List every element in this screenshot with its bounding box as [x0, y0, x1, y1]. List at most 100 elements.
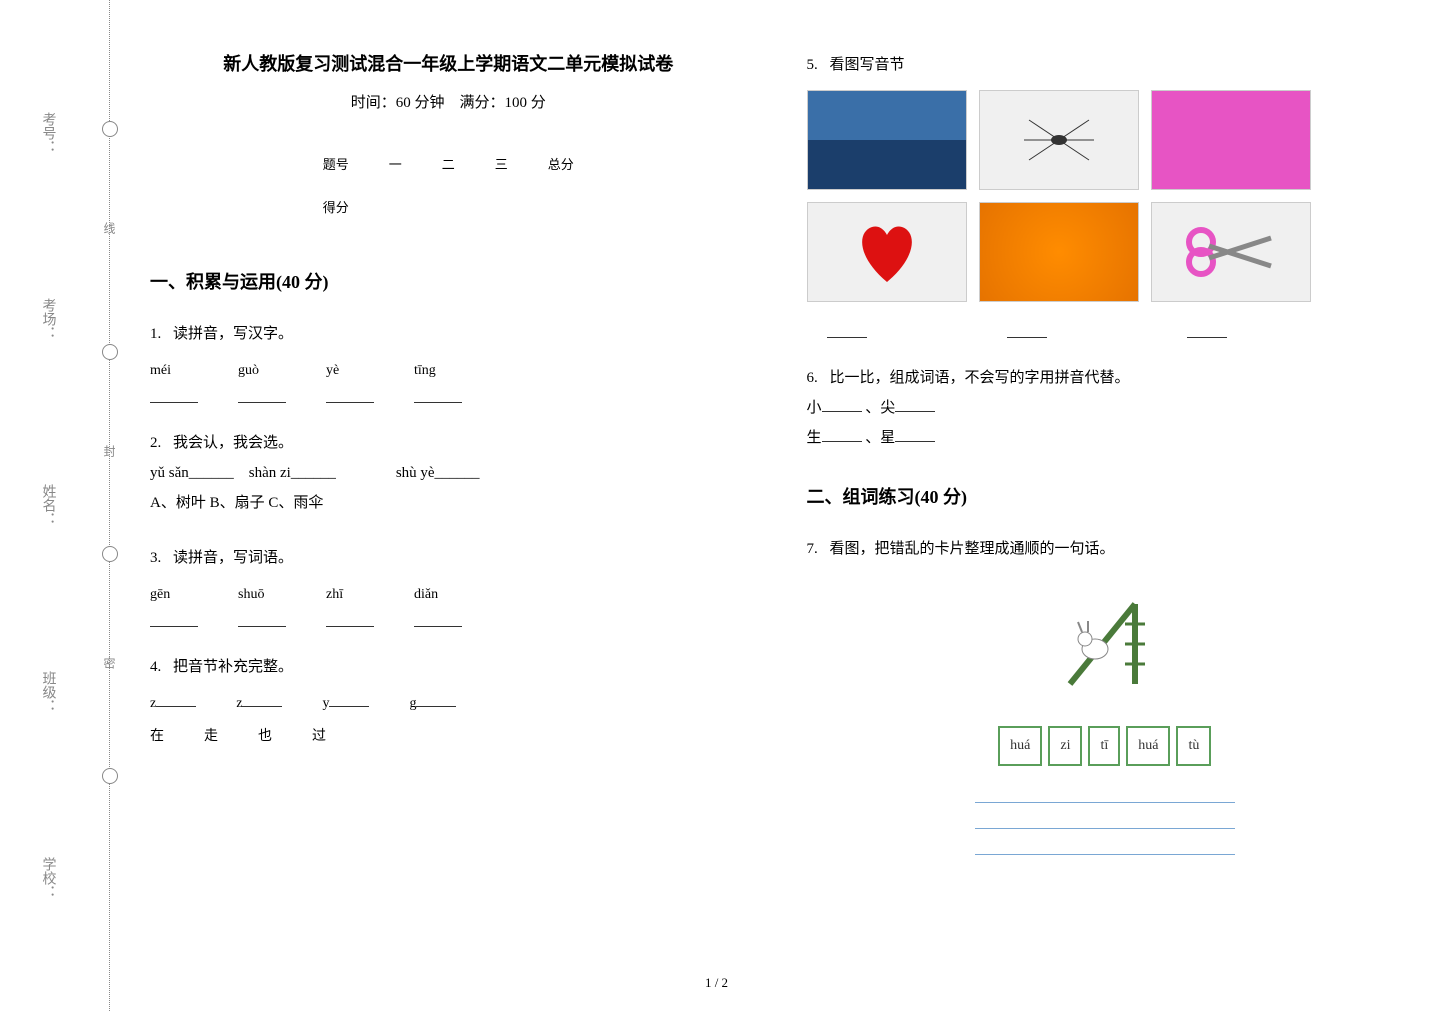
score-table: 题号 一 二 三 总分 得分: [303, 142, 594, 228]
char: 在: [150, 723, 164, 751]
char: 也: [258, 723, 272, 751]
sealing-char: 密: [101, 657, 118, 687]
dotted-line: [109, 0, 110, 1011]
q6-line2: 生 、星: [807, 423, 1404, 453]
answer-blank[interactable]: [414, 609, 462, 627]
content-area: 新人教版复习测试混合一年级上学期语文二单元模拟试卷 时间：60 分钟 满分：10…: [120, 0, 1433, 1011]
th-total: 总分: [528, 142, 594, 185]
answer-blank[interactable]: [895, 426, 935, 442]
pinyin: diǎn: [414, 581, 462, 609]
td-blank: [422, 185, 475, 228]
answer-blank[interactable]: [156, 691, 196, 707]
th-label: 题号: [303, 142, 369, 185]
answer-blank[interactable]: [895, 396, 935, 412]
answer-blank[interactable]: [238, 609, 286, 627]
char-row: 在 走 也 过: [150, 723, 747, 751]
q-text: 看图写音节: [830, 57, 905, 73]
pinyin-card: huá: [998, 726, 1042, 766]
binding-strip: 线 封 密 考号： 考场： 姓名： 班级： 学校：: [0, 0, 120, 1011]
binding-label-room: 考场：: [38, 298, 58, 340]
char: 小: [807, 400, 822, 416]
answer-blank[interactable]: [238, 385, 286, 403]
question-4: 4. 把音节补充完整。 z z y g 在 走 也 过: [150, 652, 747, 751]
scissors-image: [1151, 202, 1311, 302]
mosquito-image: [979, 90, 1139, 190]
answer-blank[interactable]: [329, 691, 369, 707]
answer-blank[interactable]: [822, 396, 862, 412]
answer-blank[interactable]: [414, 385, 462, 403]
table-row: 得分: [303, 185, 594, 228]
q2-options: A、树叶 B、扇子 C、雨伞: [150, 488, 747, 518]
binding-circle: [102, 121, 118, 137]
q-num: 4.: [150, 659, 161, 675]
q-text: 看图，把错乱的卡片整理成通顺的一句话。: [830, 541, 1115, 557]
answer-blank[interactable]: [150, 609, 198, 627]
answer-blank[interactable]: [416, 691, 456, 707]
q2-line: yǔ sǎn______ shàn zi______ shù yè______: [150, 458, 747, 488]
td-score-label: 得分: [303, 185, 369, 228]
question-7: 7. 看图，把错乱的卡片整理成通顺的一句话。: [807, 534, 1404, 859]
q-num: 5.: [807, 57, 818, 73]
td-blank: [369, 185, 422, 228]
card-row: huá zi tī huá tù: [998, 726, 1211, 766]
exam-title: 新人教版复习测试混合一年级上学期语文二单元模拟试卷: [150, 50, 747, 76]
pinyin: zhī: [326, 581, 374, 609]
section1-heading: 一、积累与运用(40 分): [150, 268, 747, 294]
answer-blank[interactable]: [326, 385, 374, 403]
q-text: 我会认，我会选。: [173, 435, 293, 451]
q-num: 3.: [150, 550, 161, 566]
answer-blank[interactable]: [822, 426, 862, 442]
pinyin: yè: [326, 357, 374, 385]
answer-blank[interactable]: [1007, 322, 1047, 338]
answer-blank[interactable]: [150, 385, 198, 403]
pinyin-card: tī: [1088, 726, 1120, 766]
rabbit-slide-image: [1040, 574, 1170, 704]
td-blank: [528, 185, 594, 228]
q-text: 读拼音，写词语。: [173, 550, 293, 566]
binding-label-name: 姓名：: [38, 484, 58, 526]
binding-circle: [102, 768, 118, 784]
pinyin-card: huá: [1126, 726, 1170, 766]
question-6: 6. 比一比，组成词语，不会写的字用拼音代替。 小 、尖 生 、星: [807, 363, 1404, 453]
answer-line[interactable]: [975, 833, 1235, 855]
answer-line[interactable]: [975, 781, 1235, 803]
answer-lines: [975, 781, 1235, 859]
q-text: 读拼音，写汉字。: [173, 326, 293, 342]
page-number: 1 / 2: [705, 975, 728, 991]
pinyin: gēn: [150, 581, 198, 609]
pinyin-card: zi: [1048, 726, 1082, 766]
answer-blank[interactable]: [1187, 322, 1227, 338]
initial: g: [409, 696, 416, 711]
q-text: 比一比，组成词语，不会写的字用拼音代替。: [830, 370, 1130, 386]
pinyin-row: gēn shuō zhī diǎn: [150, 581, 747, 627]
answer-blank[interactable]: [326, 609, 374, 627]
dress-image: [1151, 90, 1311, 190]
question-3: 3. 读拼音，写词语。 gēn shuō zhī diǎn: [150, 543, 747, 627]
char: 生: [807, 430, 822, 446]
binding-label-class: 班级：: [38, 671, 58, 713]
q-num: 2.: [150, 435, 161, 451]
ship-image: [807, 90, 967, 190]
left-column: 新人教版复习测试混合一年级上学期语文二单元模拟试卷 时间：60 分钟 满分：10…: [150, 50, 747, 981]
q-num: 1.: [150, 326, 161, 342]
th-col: 一: [369, 142, 422, 185]
q6-line1: 小 、尖: [807, 393, 1404, 423]
pinyin-row: méi guò yè tīng: [150, 357, 747, 403]
sealing-char: 封: [101, 445, 118, 475]
td-blank: [475, 185, 528, 228]
section2-heading: 二、组词练习(40 分): [807, 483, 1404, 509]
binding-circle: [102, 344, 118, 360]
th-col: 三: [475, 142, 528, 185]
answer-line[interactable]: [975, 807, 1235, 829]
char: 、尖: [865, 400, 895, 416]
answer-blank[interactable]: [827, 322, 867, 338]
q7-content: huá zi tī huá tù: [807, 564, 1404, 859]
question-5: 5. 看图写音节: [807, 50, 1404, 338]
table-row: 题号 一 二 三 总分: [303, 142, 594, 185]
heart-image: [807, 202, 967, 302]
orange-image: [979, 202, 1139, 302]
answer-blank[interactable]: [242, 691, 282, 707]
right-column: 5. 看图写音节 6. 比一比，组成词语，不会写的字用拼音代替。 小 、尖: [807, 50, 1404, 981]
binding-label-school: 学校：: [38, 857, 58, 899]
pinyin: tīng: [414, 357, 462, 385]
